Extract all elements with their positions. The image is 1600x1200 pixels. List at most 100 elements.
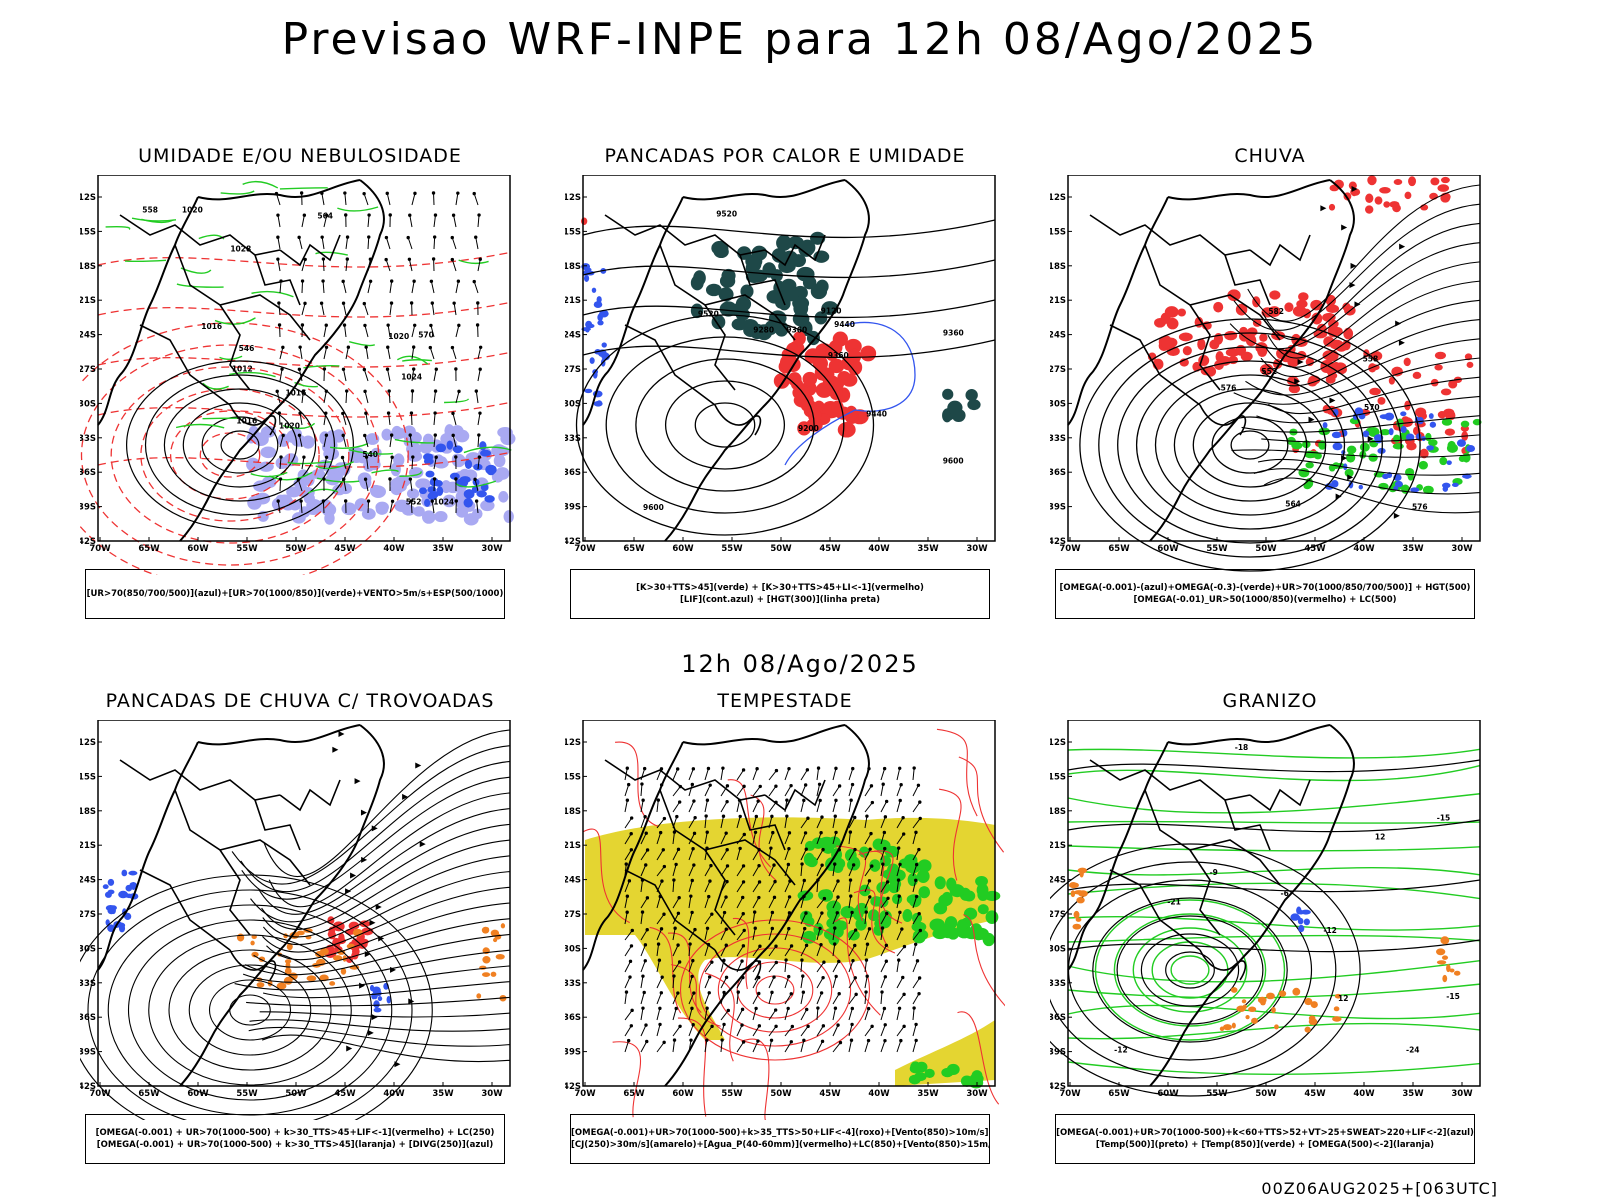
wind-vector: [832, 1042, 841, 1053]
shade-cell: [366, 454, 381, 468]
shade-cell: [1192, 361, 1202, 372]
shade-cell: [472, 508, 483, 520]
wind-vector-head: [805, 768, 810, 772]
wind-vector: [343, 303, 347, 316]
wind-vector-head: [630, 928, 634, 933]
wind-vector-head: [707, 894, 711, 899]
wind-vector: [388, 413, 391, 426]
legend-line-1: [OMEGA(-0.001)-(azul)+OMEGA(-0.3)-(verde…: [1059, 583, 1471, 593]
shade-cell: [1400, 426, 1407, 433]
shade-cell: [1428, 439, 1438, 447]
wind-vector: [672, 897, 680, 909]
wind-vector: [864, 802, 873, 813]
wind-vector: [816, 1007, 819, 1021]
wind-vector: [912, 864, 918, 877]
shade-cell: [1436, 948, 1446, 956]
contour-line: [635, 358, 815, 492]
map-frame: [582, 175, 996, 542]
lon-tick-label: 40W: [383, 1089, 405, 1099]
contour-label: 1020: [279, 422, 300, 431]
streamline: [1268, 376, 1481, 415]
wind-vector-head: [457, 389, 461, 394]
shade-cell: [291, 434, 307, 447]
humidity-contour: [131, 217, 177, 222]
legend-line-2: [LIF](cont.azul) + [HGT(300)](linha pret…: [679, 595, 881, 605]
wind-vector: [832, 1008, 836, 1021]
lat-tick-label: 33S: [565, 979, 581, 989]
shade-cell: [1325, 304, 1340, 313]
wind-vector-head: [630, 1008, 634, 1013]
shade-cell: [503, 510, 514, 524]
coastline: [582, 179, 870, 542]
wind-vector-head: [742, 832, 747, 837]
wind-vector-head: [804, 943, 809, 948]
wind-vector-head: [675, 767, 680, 771]
wind-vector: [864, 1008, 870, 1021]
wind-vector: [816, 816, 823, 829]
contour-line: [582, 259, 996, 279]
wind-vector-head: [451, 433, 455, 438]
border-path: [279, 234, 341, 267]
wind-vector: [864, 896, 871, 909]
border-path: [229, 949, 277, 981]
shade-cell: [1393, 178, 1403, 186]
shade-cell: [1365, 205, 1374, 214]
wind-vector: [409, 435, 413, 448]
streamline: [240, 760, 511, 893]
wind-vector-head: [707, 991, 711, 995]
wind-vector-head: [276, 235, 280, 239]
wind-vector-head: [721, 766, 725, 770]
wind-vector: [640, 992, 645, 1005]
wind-vector-head: [366, 499, 371, 503]
panel-chuva: CHUVA 582 576 570 564 558 552 576 12S 15S 18S 21S 2…: [1050, 145, 1490, 619]
shade-cell: [498, 491, 509, 503]
wind-vector: [640, 1041, 648, 1053]
wind-vector: [800, 896, 805, 909]
lat-tick-label: 12S: [80, 193, 96, 203]
country-borders: [1089, 214, 1311, 436]
wind-vector: [752, 945, 761, 957]
streamline: [1253, 468, 1481, 495]
wind-vector: [672, 992, 679, 1005]
contour-line: [168, 949, 332, 1071]
contour-line: [1154, 374, 1346, 516]
wind-vector-head: [642, 766, 647, 771]
shade-cell: [1383, 201, 1391, 208]
shade-cell: [1161, 337, 1174, 349]
shade-cell: [1230, 987, 1238, 993]
wind-vector-head: [658, 1006, 662, 1011]
shade-cell: [941, 1067, 954, 1078]
wind-vector: [452, 413, 457, 426]
wind-vector-head: [433, 213, 438, 217]
wind-vector-head: [770, 990, 774, 995]
wind-vector-head: [692, 831, 697, 836]
wind-vector: [624, 849, 632, 861]
wind-vector: [323, 435, 327, 448]
wind-vector-head: [885, 911, 889, 916]
humidity-contour: [329, 443, 369, 449]
wind-vector-head: [298, 345, 302, 349]
wind-vector-head: [454, 455, 458, 459]
wind-vector-head: [408, 433, 412, 437]
wind-vector-head: [774, 768, 779, 773]
shade-cell: [1298, 292, 1309, 302]
wind-vector-head: [324, 433, 329, 437]
wind-vector-head: [675, 814, 679, 819]
wind-vector-head: [773, 1008, 778, 1012]
wind-vector: [672, 1008, 677, 1021]
shade-cell: [884, 845, 900, 858]
shade-cell: [107, 924, 115, 932]
shade-cell: [1405, 433, 1415, 441]
contour-line: [127, 919, 373, 1101]
shade-cell: [792, 311, 810, 327]
wind-vector-head: [678, 1024, 682, 1029]
wind-vector: [688, 784, 693, 797]
wind-vector: [656, 960, 660, 973]
lon-tick-label: 65W: [138, 1089, 160, 1099]
wind-vector: [672, 1026, 681, 1037]
contour-label: 12: [1375, 833, 1385, 842]
shade-cell: [1430, 177, 1440, 186]
wind-vector-head: [690, 974, 694, 979]
shade-cell: [481, 926, 490, 934]
contour-line: [694, 402, 756, 448]
